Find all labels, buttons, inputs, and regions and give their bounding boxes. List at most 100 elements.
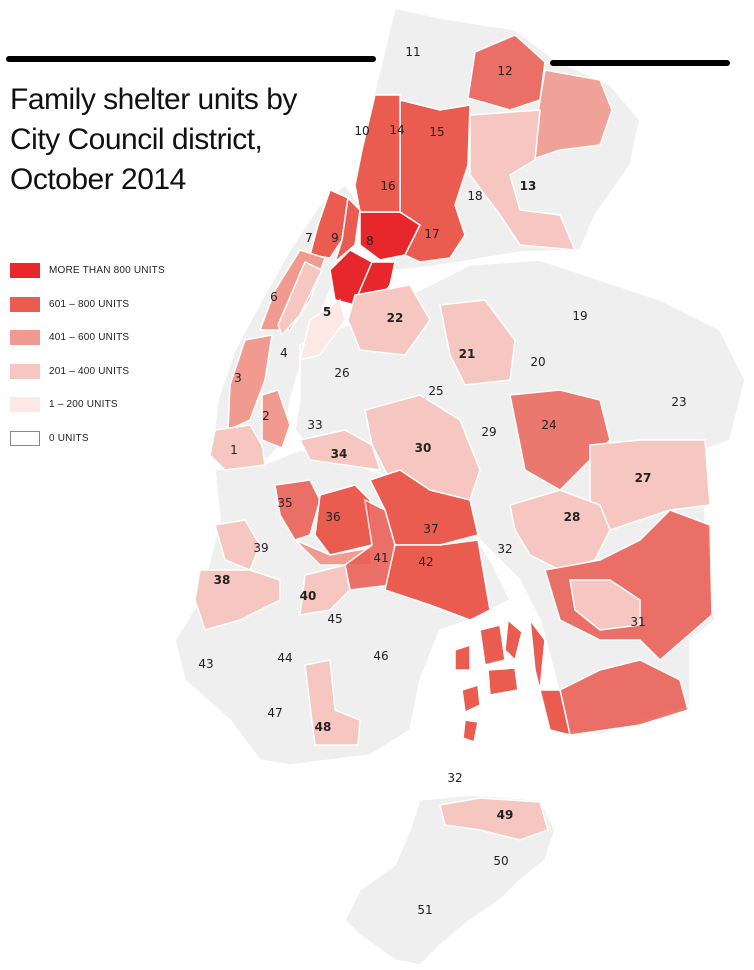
- legend-swatch: [10, 296, 40, 312]
- district-label: 13: [520, 179, 537, 193]
- legend-label: 601 – 800 UNITS: [49, 298, 130, 310]
- district-shape: [214, 519, 261, 571]
- legend-item: 401 – 600 UNITS: [10, 329, 165, 346]
- legend-label: 401 – 600 UNITS: [49, 332, 130, 344]
- staten-island-land: [344, 794, 556, 966]
- district-label: 5: [323, 305, 331, 319]
- district-shape: [487, 667, 519, 696]
- district-label: 11: [405, 45, 420, 59]
- district-shape: [439, 797, 549, 841]
- district-label: 40: [300, 589, 317, 603]
- district-shape: [569, 579, 641, 631]
- district-label: 49: [497, 808, 514, 822]
- district-label: 27: [635, 471, 652, 485]
- district-shape: [504, 618, 523, 662]
- district-shape: [509, 489, 611, 571]
- shaded-districts: [194, 34, 713, 841]
- district-label: 26: [334, 366, 349, 380]
- district-label: 18: [467, 189, 482, 203]
- legend-label: 0 UNITS: [49, 432, 89, 444]
- district-shape: [304, 659, 361, 746]
- district-label: 8: [366, 234, 374, 248]
- district-label: 3: [234, 371, 242, 385]
- top-rule-right: [550, 60, 730, 66]
- legend-item: 201 – 400 UNITS: [10, 363, 165, 380]
- district-label: 45: [327, 612, 342, 626]
- district-shape: [559, 659, 689, 736]
- district-shape: [227, 334, 273, 432]
- district-labels: 11 12 10 14 15 16 13 18 7 9 8 17 6 5 22 …: [198, 45, 686, 917]
- district-shape: [354, 94, 401, 213]
- district-label: 35: [277, 496, 292, 510]
- district-label: 23: [671, 395, 686, 409]
- district-label: 44: [277, 651, 292, 665]
- district-label: 19: [572, 309, 587, 323]
- district-label: 43: [198, 657, 213, 671]
- district-label: 37: [423, 522, 438, 536]
- district-label: 22: [387, 311, 404, 325]
- district-label: 12: [497, 64, 512, 78]
- district-shape: [439, 299, 516, 386]
- legend-swatch: [10, 330, 40, 346]
- district-label: 32: [497, 542, 512, 556]
- legend-swatch: [10, 363, 40, 379]
- district-label: 41: [373, 551, 388, 565]
- district-label: 1: [230, 443, 238, 457]
- district-shape: [454, 643, 471, 671]
- district-label: 7: [305, 231, 313, 245]
- district-label: 25: [428, 384, 443, 398]
- district-label: 24: [541, 418, 556, 432]
- district-label: 42: [418, 555, 433, 569]
- district-label: 2: [262, 409, 270, 423]
- district-shape: [544, 509, 713, 662]
- district-label: 39: [253, 541, 268, 555]
- district-shape: [479, 624, 506, 666]
- map-title: Family shelter units by City Council dis…: [10, 83, 297, 196]
- legend-swatch: [10, 397, 40, 413]
- district-label: 10: [354, 124, 369, 138]
- district-label: 36: [325, 510, 340, 524]
- district-shape: [261, 389, 291, 449]
- district-label: 28: [564, 510, 581, 524]
- district-label: 30: [415, 441, 432, 455]
- district-label: 29: [481, 425, 496, 439]
- district-shape: [461, 684, 481, 714]
- district-label: 46: [373, 649, 388, 663]
- district-label: 32: [447, 771, 462, 785]
- district-shape: [347, 284, 431, 356]
- legend-item: 601 – 800 UNITS: [10, 296, 165, 313]
- legend-label: 201 – 400 UNITS: [49, 365, 130, 377]
- legend-label: MORE THAN 800 UNITS: [49, 265, 165, 276]
- district-label: 20: [530, 355, 545, 369]
- district-shape: [509, 389, 611, 491]
- district-shape: [344, 498, 396, 591]
- district-shape: [298, 298, 346, 362]
- legend-item: 1 – 200 UNITS: [10, 396, 165, 413]
- district-shape: [384, 539, 491, 621]
- district-shape: [209, 424, 266, 471]
- district-label: 14: [389, 123, 404, 137]
- district-label: 51: [417, 903, 432, 917]
- district-label: 6: [270, 290, 278, 304]
- district-label: 15: [429, 125, 444, 139]
- district-shape: [298, 429, 382, 471]
- district-shape: [274, 479, 321, 541]
- district-label: 38: [214, 573, 231, 587]
- legend-swatch: [10, 263, 40, 278]
- district-shape: [333, 196, 361, 265]
- legend-label: 1 – 200 UNITS: [49, 399, 118, 411]
- district-shape: [528, 617, 571, 737]
- legend: MORE THAN 800 UNITS 601 – 800 UNITS 401 …: [10, 262, 165, 464]
- district-label: 4: [280, 346, 288, 360]
- district-label: 16: [380, 179, 395, 193]
- district-label: 48: [315, 720, 332, 734]
- district-label: 17: [424, 227, 439, 241]
- district-label: 9: [331, 231, 339, 245]
- legend-item: MORE THAN 800 UNITS: [10, 262, 165, 279]
- district-label: 50: [493, 854, 508, 868]
- district-shape: [277, 260, 324, 337]
- district-shape: [399, 99, 471, 263]
- district-shape: [299, 564, 351, 616]
- district-label: 31: [630, 615, 645, 629]
